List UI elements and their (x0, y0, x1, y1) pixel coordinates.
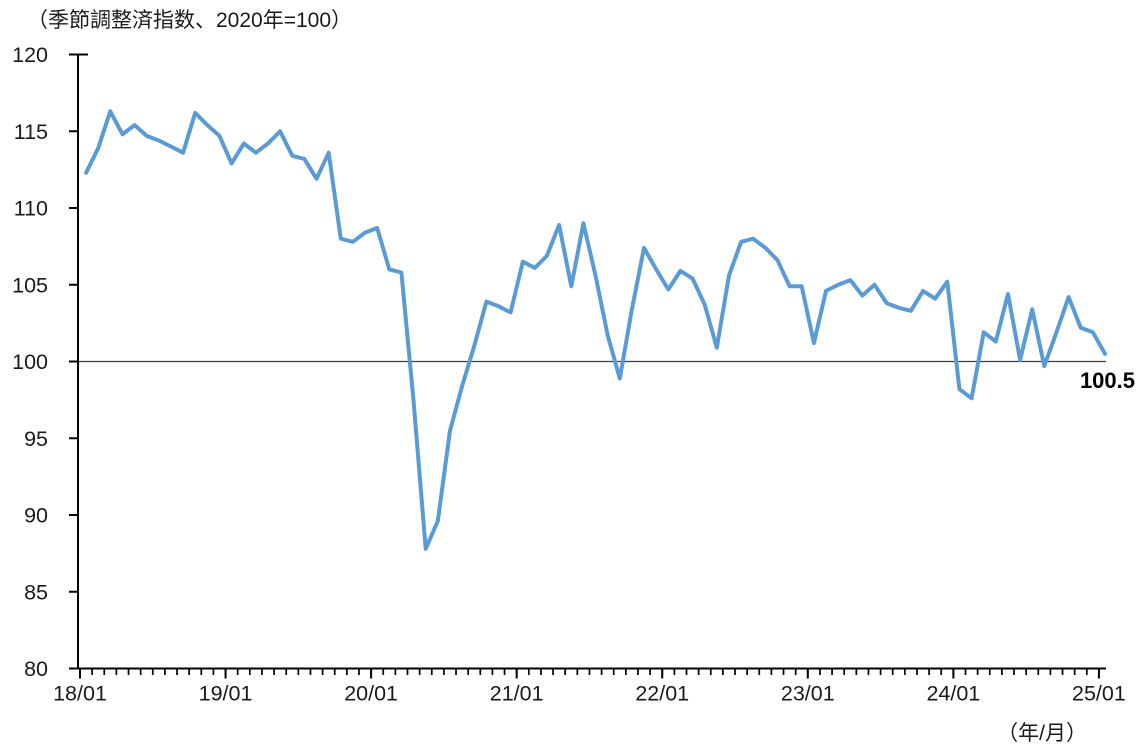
y-tick-label: 95 (24, 427, 48, 451)
x-tick-label: 24/01 (926, 682, 980, 706)
last-value-label: 100.5 (1079, 368, 1135, 393)
x-tick-label: 21/01 (490, 682, 544, 706)
chart-title: （季節調整済指数、2020年=100） (27, 9, 353, 32)
x-tick-label: 23/01 (781, 682, 835, 706)
x-axis-unit-label: （年/月） (997, 722, 1087, 745)
x-tick-label: 25/01 (1072, 682, 1126, 706)
y-tick-label: 105 (12, 273, 48, 297)
x-tick-label: 22/01 (635, 682, 689, 706)
index-series-line (84, 109, 1107, 551)
x-tick-label: 19/01 (199, 682, 253, 706)
y-tick-label: 90 (24, 504, 48, 528)
y-tick-label: 110 (14, 197, 48, 221)
y-tick-label: 115 (14, 120, 48, 144)
x-tick-label: 18/01 (53, 682, 107, 706)
y-tick-label: 120 (12, 43, 48, 67)
y-tick-label: 100 (12, 350, 48, 374)
y-tick-label: 80 (24, 657, 48, 681)
x-tick-label: 20/01 (344, 682, 398, 706)
y-tick-label: 85 (24, 580, 48, 604)
